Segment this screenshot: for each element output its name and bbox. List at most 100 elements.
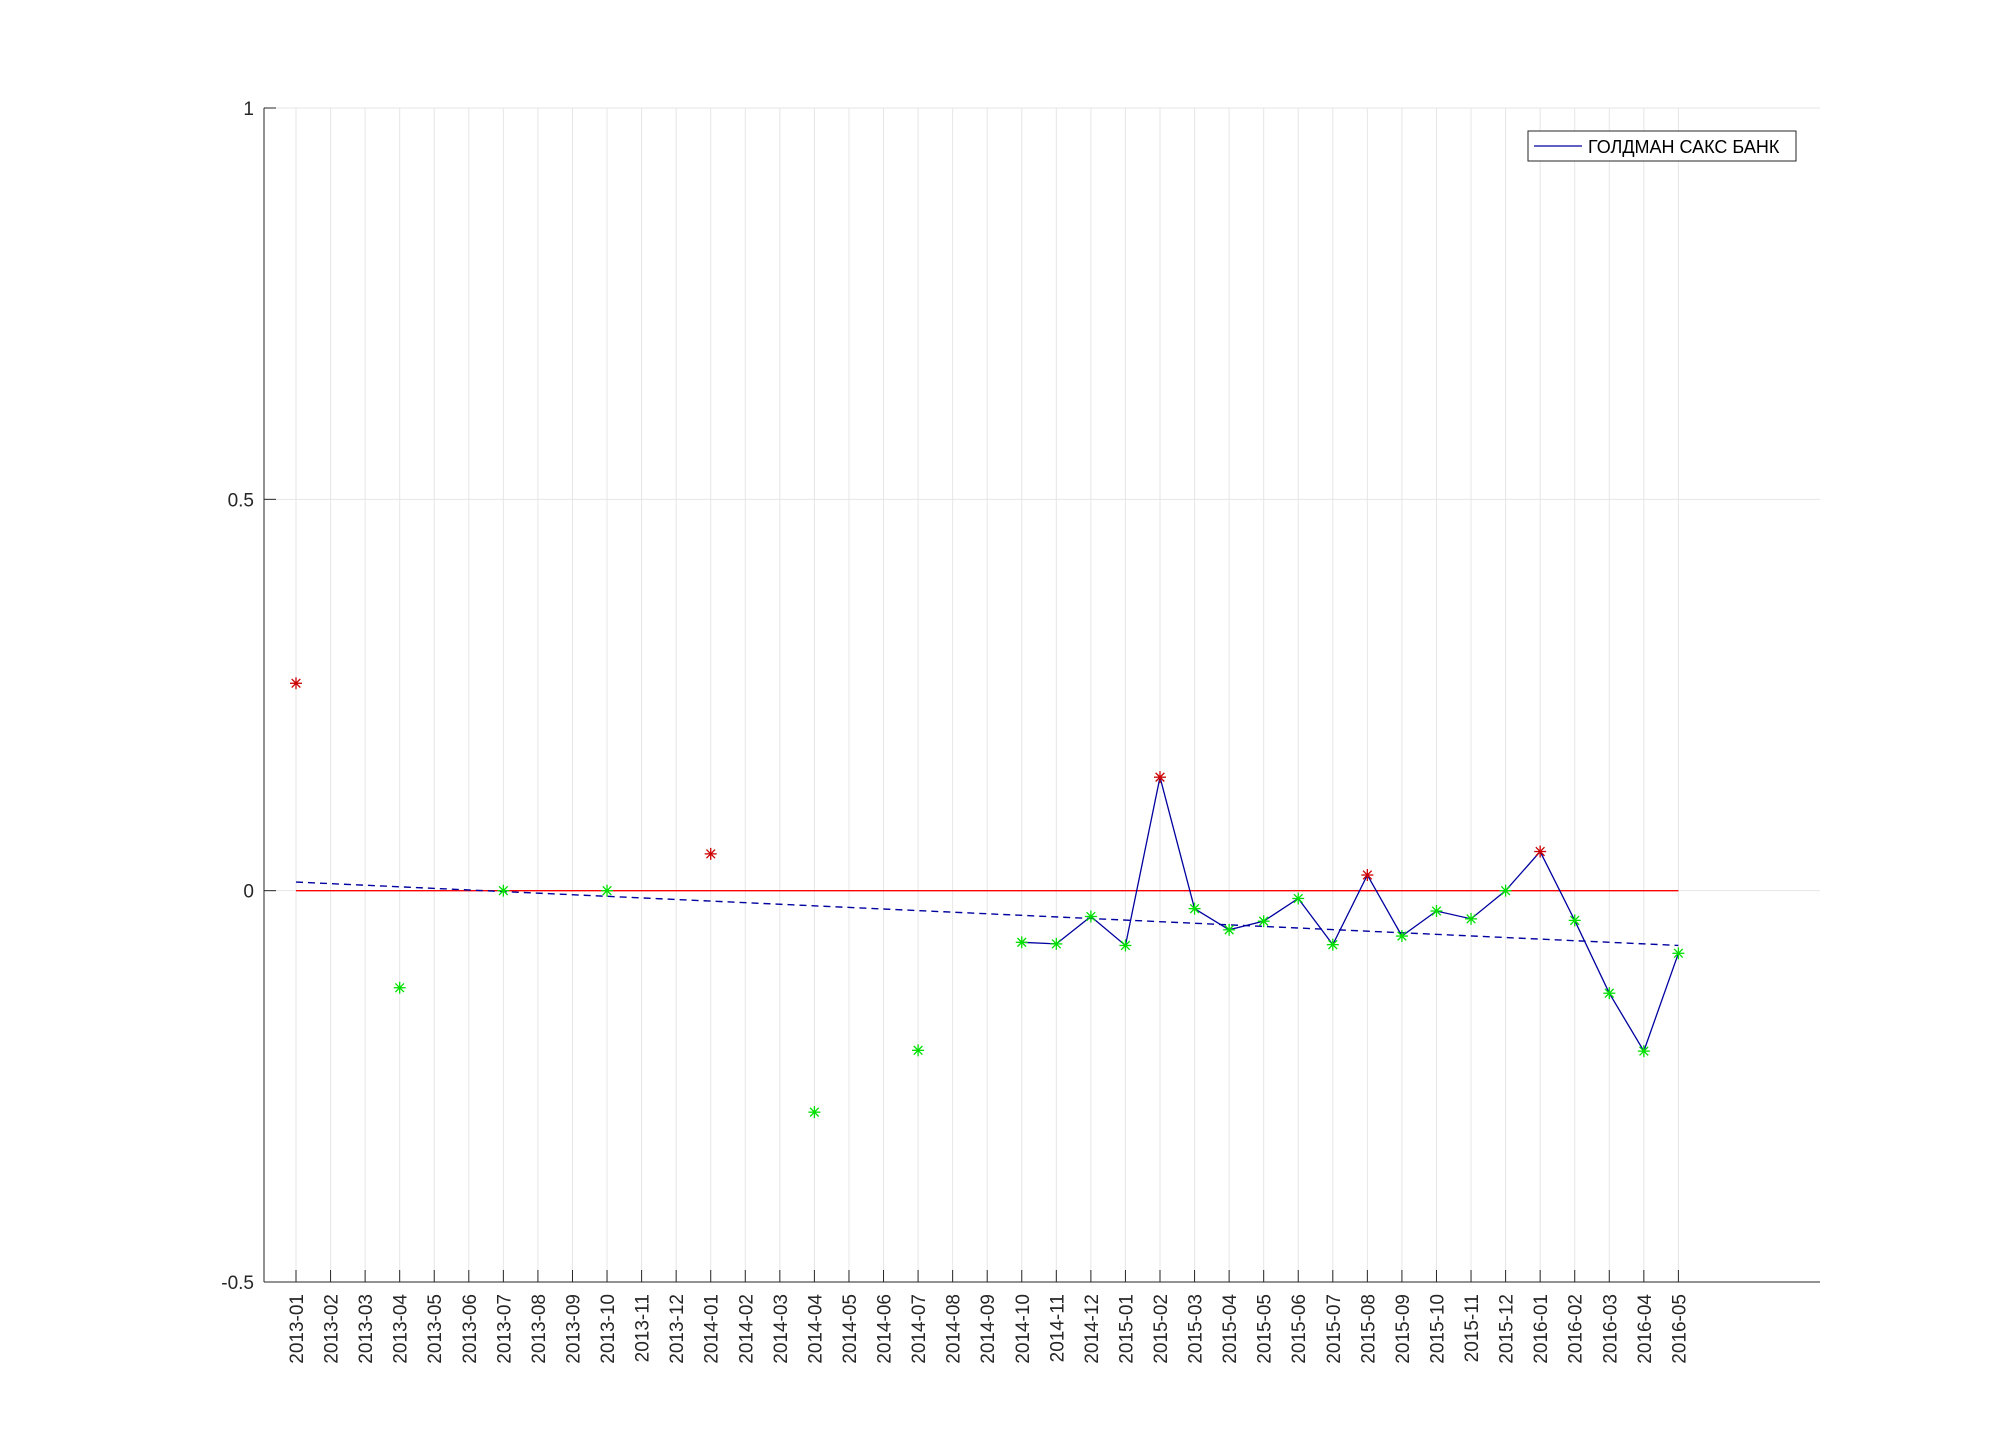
data-point-marker — [497, 884, 510, 897]
marker-stroke — [498, 885, 509, 896]
x-tick-label: 2014-04 — [805, 1294, 826, 1364]
series-line — [1021, 777, 1680, 1053]
x-tick-label: 2014-01 — [702, 1294, 723, 1364]
data-point-marker — [1361, 869, 1374, 882]
data-point-marker — [1534, 845, 1547, 858]
data-point-marker — [1499, 884, 1512, 897]
x-tick-label: 2013-02 — [322, 1294, 343, 1364]
marker-stroke — [705, 849, 716, 859]
x-tick-label: 2015-10 — [1427, 1294, 1448, 1364]
data-point-marker — [1430, 905, 1443, 918]
x-tick-label: 2013-09 — [563, 1294, 584, 1364]
marker-stroke — [1293, 893, 1304, 904]
x-tick-label: 2014-06 — [875, 1294, 896, 1364]
x-tick-label: 2013-08 — [529, 1294, 550, 1364]
legend: ГОЛДМАН САКС БАНК — [1527, 130, 1797, 162]
marker-stroke — [1535, 846, 1545, 857]
data-point-marker — [1188, 902, 1201, 915]
data-point-marker — [1257, 915, 1270, 928]
marker-stroke — [291, 678, 301, 689]
data-point-marker — [393, 981, 406, 994]
marker-stroke — [913, 1045, 923, 1056]
marker-stroke — [1328, 939, 1338, 950]
x-tick-label: 2013-04 — [391, 1294, 412, 1364]
x-tick-label: 2013-05 — [425, 1294, 446, 1364]
x-tick-label: 2013-12 — [667, 1294, 688, 1364]
x-tick-label: 2014-11 — [1047, 1294, 1068, 1362]
data-point-marker — [1568, 914, 1581, 927]
data-point-marker — [1015, 936, 1028, 949]
x-tick-label: 2013-10 — [598, 1294, 619, 1364]
data-point-marker — [1637, 1045, 1650, 1058]
x-tick-label: 2014-03 — [771, 1294, 792, 1364]
marker-stroke — [1673, 948, 1684, 959]
data-point-marker — [1672, 947, 1685, 960]
data-point-marker — [1326, 938, 1339, 951]
x-tick-label: 2013-01 — [287, 1294, 308, 1364]
marker-stroke — [602, 885, 612, 896]
marker-stroke — [1604, 988, 1615, 998]
x-tick-label: 2016-01 — [1531, 1294, 1552, 1364]
marker-stroke — [1500, 885, 1511, 896]
y-tick-label: 0.5 — [228, 490, 254, 511]
plot-area — [264, 108, 1820, 1282]
x-tick-label: 2015-01 — [1116, 1294, 1137, 1364]
x-tick-label: 2014-02 — [736, 1294, 757, 1364]
x-tick-label: 2014-05 — [840, 1294, 861, 1364]
data-point-marker — [704, 847, 717, 860]
x-tick-label: 2015-02 — [1151, 1294, 1172, 1364]
marker-stroke — [394, 982, 405, 993]
marker-stroke — [1051, 939, 1062, 949]
x-tick-label: 2014-07 — [909, 1294, 930, 1364]
legend-label: ГОЛДМАН САКС БАНК — [1588, 137, 1780, 157]
data-point-marker — [1050, 937, 1063, 950]
x-tick-label: 2016-04 — [1635, 1294, 1656, 1364]
trend-line — [295, 881, 1679, 947]
marker-stroke — [1120, 940, 1131, 951]
data-point-marker — [1603, 987, 1616, 1000]
marker-stroke — [1086, 911, 1096, 922]
x-tick-label: 2015-06 — [1289, 1294, 1310, 1364]
marker-stroke — [1224, 925, 1234, 935]
marker-stroke — [1362, 870, 1373, 880]
x-tick-label: 2015-05 — [1255, 1294, 1276, 1364]
x-tick-label: 2015-03 — [1186, 1294, 1207, 1364]
x-tick-label: 2015-04 — [1220, 1294, 1241, 1364]
data-layer — [290, 677, 1685, 1119]
marker-stroke — [1258, 916, 1269, 926]
marker-stroke — [1189, 903, 1200, 914]
x-tick-label: 2014-12 — [1082, 1294, 1103, 1364]
data-point-marker — [290, 677, 302, 690]
data-point-marker — [1154, 771, 1166, 784]
data-point-marker — [1084, 910, 1097, 923]
x-tick-label: 2015-07 — [1324, 1294, 1345, 1364]
x-tick-label: 2015-09 — [1393, 1294, 1414, 1364]
x-tick-label: 2013-07 — [494, 1294, 515, 1364]
y-tick-label: 0 — [243, 882, 254, 903]
x-tick-label: 2016-03 — [1600, 1294, 1621, 1364]
data-point-marker — [912, 1044, 925, 1057]
data-point-marker — [1292, 892, 1305, 905]
marker-stroke — [1639, 1046, 1649, 1056]
data-point-marker — [808, 1106, 821, 1119]
marker-stroke — [1016, 937, 1027, 948]
grid — [264, 107, 1820, 1283]
y-tick-label: 1 — [243, 99, 254, 120]
data-point-marker — [1223, 923, 1236, 936]
x-tick-label: 2015-12 — [1497, 1294, 1518, 1364]
marker-stroke — [1431, 906, 1442, 916]
marker-stroke — [1466, 914, 1476, 924]
marker-stroke — [1397, 931, 1407, 941]
data-point-marker — [1119, 939, 1132, 952]
x-tick-label: 2016-05 — [1669, 1294, 1690, 1364]
x-tick-label: 2014-08 — [944, 1294, 965, 1364]
x-tick-label: 2013-03 — [356, 1294, 377, 1364]
data-point-marker — [601, 884, 614, 897]
x-tick-label: 2013-11 — [633, 1294, 654, 1362]
axes: -0.5 0 0.5 1 2013-01 2013-02 2013-03 2013-04 201… — [221, 99, 1820, 1364]
x-tick-label: 2013-06 — [460, 1294, 481, 1364]
x-tick-label: 2014-10 — [1013, 1294, 1034, 1364]
data-point-marker — [1465, 912, 1478, 925]
x-tick-label: 2014-09 — [978, 1294, 999, 1364]
